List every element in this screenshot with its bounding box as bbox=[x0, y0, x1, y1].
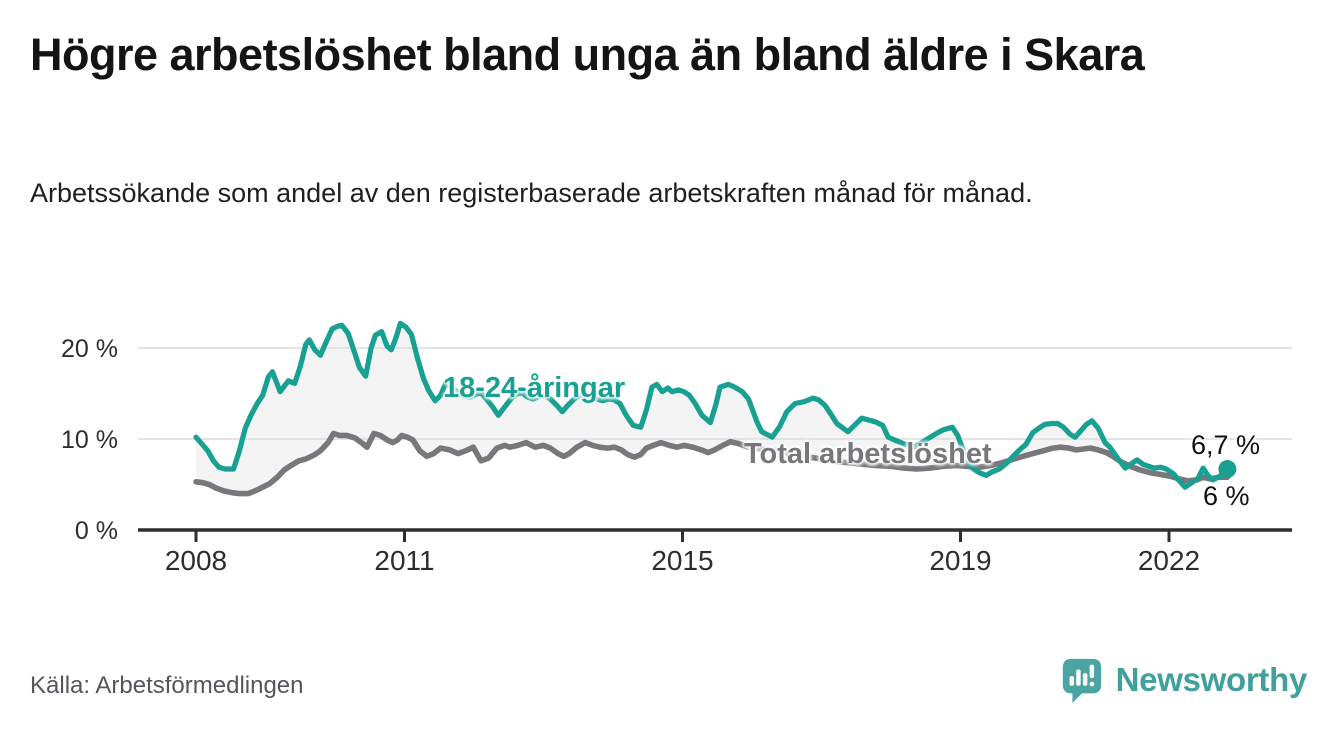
page-title: Högre arbetslöshet bland unga än bland ä… bbox=[30, 29, 1145, 80]
end-value-total: 6 % bbox=[1203, 481, 1250, 511]
series-line-total bbox=[193, 430, 1231, 497]
source-note: Källa: Arbetsförmedlingen bbox=[30, 672, 304, 699]
x-tick-label-2011: 2011 bbox=[374, 545, 434, 576]
brand-name: Newsworthy bbox=[1115, 661, 1308, 698]
x-tick-label-2022: 2022 bbox=[1138, 545, 1200, 576]
young-series-end-dot bbox=[1218, 460, 1237, 479]
newsworthy-speech-bubble-barchart-icon bbox=[1062, 658, 1101, 703]
y-tick-label: 10 % bbox=[61, 426, 118, 454]
y-tick-label: 0 % bbox=[75, 517, 118, 545]
x-tick-label-2019: 2019 bbox=[929, 545, 991, 576]
x-tick-label-2008: 2008 bbox=[165, 545, 227, 576]
series-label-young: 18-24-åringar bbox=[443, 372, 626, 404]
series-line-young bbox=[193, 320, 1231, 490]
end-value-young: 6,7 % bbox=[1191, 430, 1261, 460]
y-tick-label: 20 % bbox=[61, 335, 118, 363]
series-label-total: Total arbetslöshet bbox=[744, 438, 992, 470]
x-tick-label-2015: 2015 bbox=[651, 545, 713, 576]
newsworthy-logo: Newsworthy bbox=[1059, 656, 1307, 704]
chart-subtitle: Arbetssökande som andel av den registerb… bbox=[30, 178, 1033, 208]
